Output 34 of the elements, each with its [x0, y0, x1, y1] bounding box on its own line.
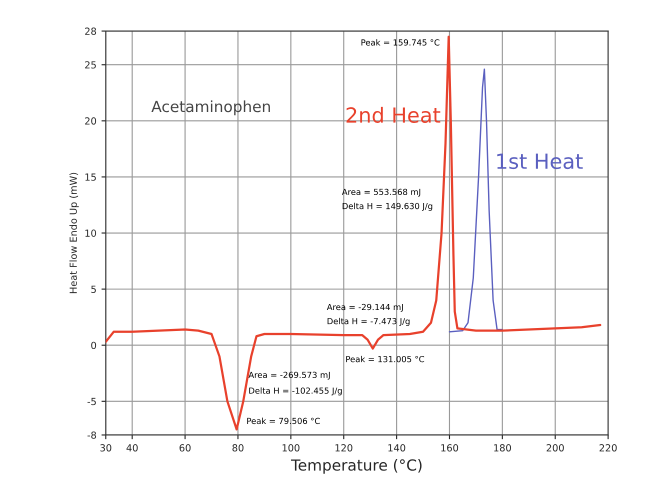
y-tick-label: -8: [88, 431, 96, 439]
series-label: 2nd Heat: [346, 106, 440, 123]
y-tick-label: 15: [85, 174, 96, 181]
annotation: Acetaminophen: [151, 100, 270, 116]
y-tick-label: 5: [91, 286, 96, 293]
x-tick-label: 60: [180, 444, 191, 452]
y-tick-label: 0: [91, 342, 96, 350]
y-tick-label: 10: [85, 230, 96, 237]
annotation: Area = -29.144 mJ: [326, 304, 403, 312]
x-tick-label: 120: [336, 444, 352, 452]
x-tick-label: 140: [388, 444, 406, 452]
x-tick-label: 160: [441, 444, 458, 452]
annotation: Delta H = 149.630 J/g: [342, 202, 432, 211]
y-tick-label: 25: [85, 61, 96, 69]
annotation: Delta H = -102.455 J/g: [249, 387, 342, 396]
annotation: Peak = 159.745 °C: [361, 39, 440, 46]
x-tick-label: 180: [494, 444, 511, 452]
x-tick-label: 100: [282, 444, 300, 452]
x-axis-title: Temperature (°C): [290, 458, 422, 474]
x-tick-label: 40: [126, 444, 138, 452]
y-axis-title: Heat Flow Endo Up (mW): [69, 172, 79, 294]
annotation: Peak = 131.005 °C: [346, 356, 424, 362]
x-tick-label: 220: [600, 444, 617, 452]
x-tick-label: 30: [100, 444, 112, 452]
x-tick-label: 200: [546, 444, 564, 452]
y-tick-label: 20: [85, 117, 96, 125]
annotation: Area = -269.573 mJ: [248, 372, 330, 380]
x-tick-label: 80: [232, 444, 244, 452]
annotation: Delta H = -7.473 J/g: [328, 318, 410, 326]
annotation: Peak = 79.506 °C: [247, 418, 320, 424]
line-series: [106, 36, 602, 430]
y-tick-label: -5: [88, 398, 96, 406]
annotation: Area = 553.568 mJ: [342, 188, 420, 197]
y-tick-label: 28: [85, 28, 96, 35]
